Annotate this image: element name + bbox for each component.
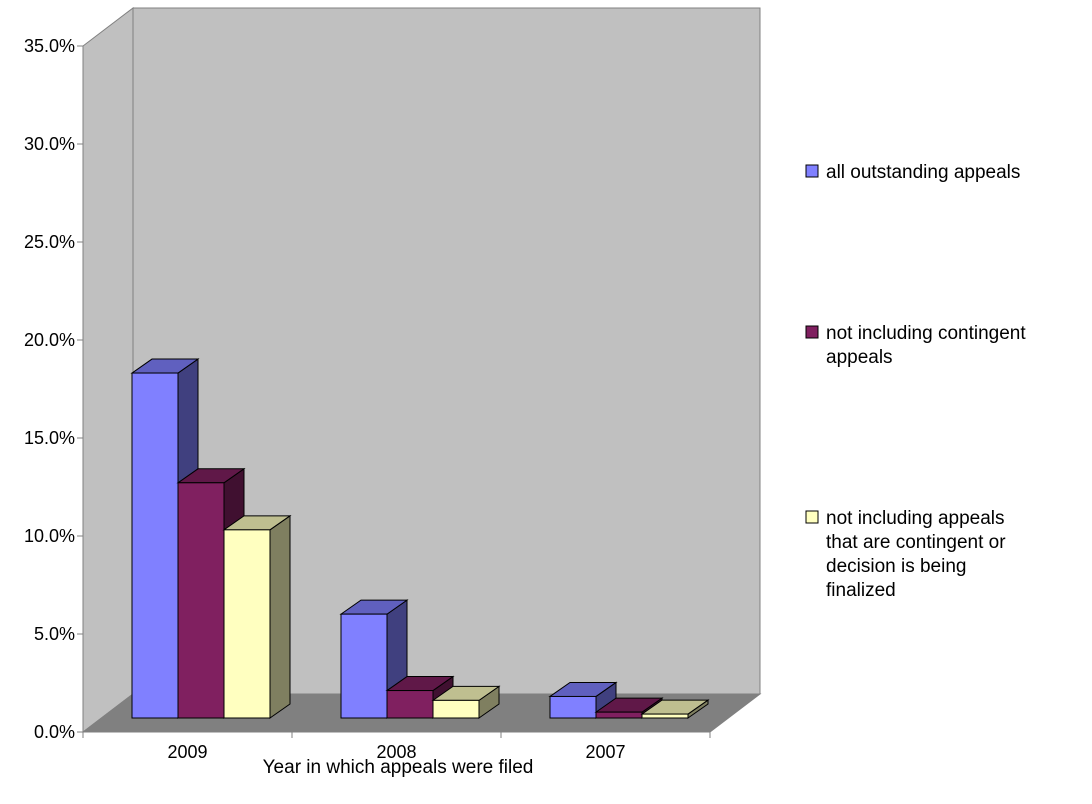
- legend-swatch: [805, 325, 819, 339]
- legend-item: all outstanding appeals: [805, 162, 1020, 183]
- bar: [431, 685, 501, 719]
- bar-front: [595, 711, 643, 719]
- y-tick-label: 5.0%: [34, 624, 75, 644]
- x-axis-title: Year in which appeals were filed: [263, 757, 534, 778]
- bar: [640, 699, 710, 719]
- bar-front: [432, 699, 480, 719]
- bar-front: [223, 529, 271, 719]
- y-axis: 0.0% 5.0% 10.0% 15.0% 20.0% 25.0% 30.0% 35.0%: [24, 36, 83, 742]
- y-tick-label: 25.0%: [24, 232, 75, 252]
- legend-item: not including contingent appeals: [805, 323, 1026, 368]
- y-tick-label: 20.0%: [24, 330, 75, 350]
- x-category-label: 2007: [585, 742, 625, 762]
- x-category-label: 2008: [376, 742, 416, 762]
- bar-front: [641, 713, 689, 719]
- y-tick-label: 15.0%: [24, 428, 75, 448]
- bar: [222, 514, 292, 719]
- bar-front: [549, 695, 597, 719]
- legend: all outstanding appeals not including con…: [805, 162, 1026, 601]
- legend-label: all outstanding appeals: [826, 162, 1020, 183]
- x-axis: 2009 2008 2007: [82, 732, 711, 762]
- bar-front: [386, 690, 434, 719]
- x-category-label: 2009: [167, 742, 207, 762]
- bar-front: [177, 482, 225, 719]
- legend-swatch: [805, 164, 819, 178]
- bar-front: [131, 372, 179, 719]
- y-tick-label: 35.0%: [24, 36, 75, 56]
- legend-item: not including appeals that are contingent…: [805, 508, 1006, 601]
- legend-label: not including contingent appeals: [826, 323, 1026, 368]
- bar-side: [269, 514, 291, 719]
- y-tick-label: 0.0%: [34, 722, 75, 742]
- legend-label: not including appeals that are contingent…: [826, 508, 1006, 601]
- bar-front: [340, 613, 388, 719]
- side-wall: [82, 6, 134, 734]
- y-tick-label: 10.0%: [24, 526, 75, 546]
- chart-bars: [130, 358, 710, 719]
- y-tick-label: 30.0%: [24, 134, 75, 154]
- legend-swatch: [805, 510, 819, 524]
